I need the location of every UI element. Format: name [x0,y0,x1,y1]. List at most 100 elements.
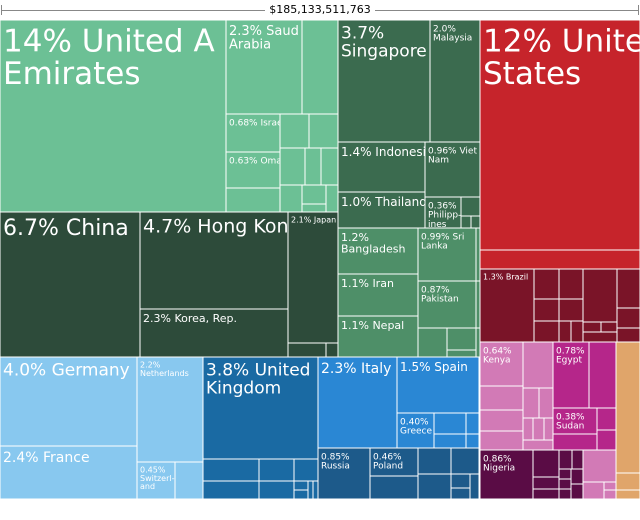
tile-minor-80 [558,488,572,500]
tile-minor-56 [450,473,471,489]
tile-minor-46 [307,480,314,500]
tile-minor-53 [417,447,452,475]
tile-greece-label: 0.40% Greece [400,417,432,436]
tile-minor-39-rect [202,458,260,482]
tile-minor-79-rect [558,478,572,490]
tile-minor-49 [465,412,480,435]
tile-greece: 0.40% Greece [396,412,435,449]
tile-viet-nam-label: 0.96% Viet Nam [428,146,477,165]
tile-minor-78-rect [558,468,572,480]
tile-minor-59 [522,341,554,389]
tile-minor-67 [543,417,554,441]
tile-minor-3-rect [279,113,310,149]
tile-minor-71-rect [596,429,617,451]
tile-minor-66-rect [532,417,545,441]
tile-thailand: 1.0% Thailand [337,191,427,229]
tile-minor-35-rect [600,321,618,333]
tile-minor-57-rect [450,487,471,500]
tile-minor-51 [465,433,480,449]
tile-brazil-label: 1.3% Brazil [483,272,528,281]
total-bar-right-tick [638,5,639,15]
tile-minor-89-rect [615,489,640,500]
tile-egypt-label: 0.78% Egypt [556,346,585,365]
tile-minor-1 [301,19,339,115]
tile-minor-2 [225,187,281,213]
total-value-text: $185,133,511,763 [265,3,375,16]
tile-minor-80-rect [558,488,572,500]
tile-minor-84-rect [582,481,605,500]
tile-netherlands-label: 2.2% Netherlands [140,360,189,377]
tile-minor-11 [301,203,327,213]
tile-minor-31-rect [582,268,618,323]
tile-switzerland-rect [136,461,176,500]
tile-minor-38-rect [174,461,204,500]
tile-minor-26 [533,298,560,322]
tile-minor-23-rect [479,249,640,270]
tile-philippines-label: 0.36% Philipp-ines [428,201,461,230]
tile-minor-70-rect [596,407,617,431]
tile-minor-21-rect [446,349,477,358]
tile-minor-77 [571,449,584,470]
tile-minor-84 [582,481,605,500]
tile-minor-47-rect [312,480,319,500]
tile-minor-55-rect [417,473,452,500]
tile-minor-6-rect [304,147,322,186]
tile-minor-17-rect [475,227,481,282]
tile-minor-17 [475,227,481,282]
tile-minor-19-rect [417,327,448,358]
tile-minor-16-rect [325,342,339,358]
tile-minor-42-rect [202,480,260,500]
tile-minor-65 [522,417,534,441]
tile-saudi-arabia: 2.3% Saud Arabia [225,19,303,115]
tile-minor-20 [446,327,477,351]
tile-minor-11-rect [301,203,327,213]
tile-france-rect [0,445,138,500]
tile-sudan: 0.38% Sudan [552,407,598,435]
tile-minor-46-rect [307,480,314,500]
tile-oman-label: 0.63% Oman [229,156,288,166]
tile-china-rect [0,211,141,358]
tile-minor-87-rect [615,341,640,474]
total-bar-left-tick [1,5,2,15]
tile-minor-59-rect [522,341,554,389]
tile-sri-lanka: 0.99% Sri Lanka [417,227,477,282]
tile-minor-75 [532,488,560,500]
tile-united-arab-emirates-rect [0,19,227,213]
tile-nigeria-label: 0.86% Nigeria [483,454,515,473]
tile-minor-78 [558,468,572,480]
tile-minor-37-rect [616,327,640,343]
tile-minor-42 [202,480,260,500]
tile-thailand-label: 1.0% Thailand [341,195,427,209]
tile-singapore: 3.7% Singapore [337,19,431,143]
tile-pakistan: 0.87% Pakistan [417,280,477,329]
tile-viet-nam: 0.96% Viet Nam [424,141,481,198]
tile-malaysia-rect [429,19,481,143]
tile-minor-35 [600,321,618,333]
tile-minor-33-rect [616,307,640,329]
tile-minor-31 [582,268,618,323]
tile-minor-41-rect [293,458,319,482]
tile-minor-32-rect [616,268,640,309]
tile-minor-83 [582,449,617,483]
tile-italy-label: 2.3% Italy [321,361,391,377]
tile-minor-37 [616,327,640,343]
tile-minor-75-rect [532,488,560,500]
tile-minor-12 [460,196,481,217]
tile-minor-34-rect [582,321,602,333]
tile-minor-34 [582,321,602,333]
tile-germany: 4.0% Germany [0,356,138,447]
tile-minor-64 [538,387,554,419]
tile-minor-88-rect [615,472,640,491]
tile-minor-44-rect [293,480,309,491]
tile-china: 6.7% China [0,211,141,358]
tile-china-label: 6.7% China [3,216,129,241]
tile-united-kingdom-label: 3.8% United Kingdom [206,361,310,399]
tile-united-states: 12% Unite States [479,19,640,251]
tile-hong-kong: 4.7% Hong Kon [139,211,289,310]
tile-minor-50-rect [433,433,467,449]
tile-minor-45 [293,489,309,500]
tile-minor-23 [479,249,640,270]
tile-minor-27-rect [558,298,584,322]
tile-minor-85 [603,481,617,491]
